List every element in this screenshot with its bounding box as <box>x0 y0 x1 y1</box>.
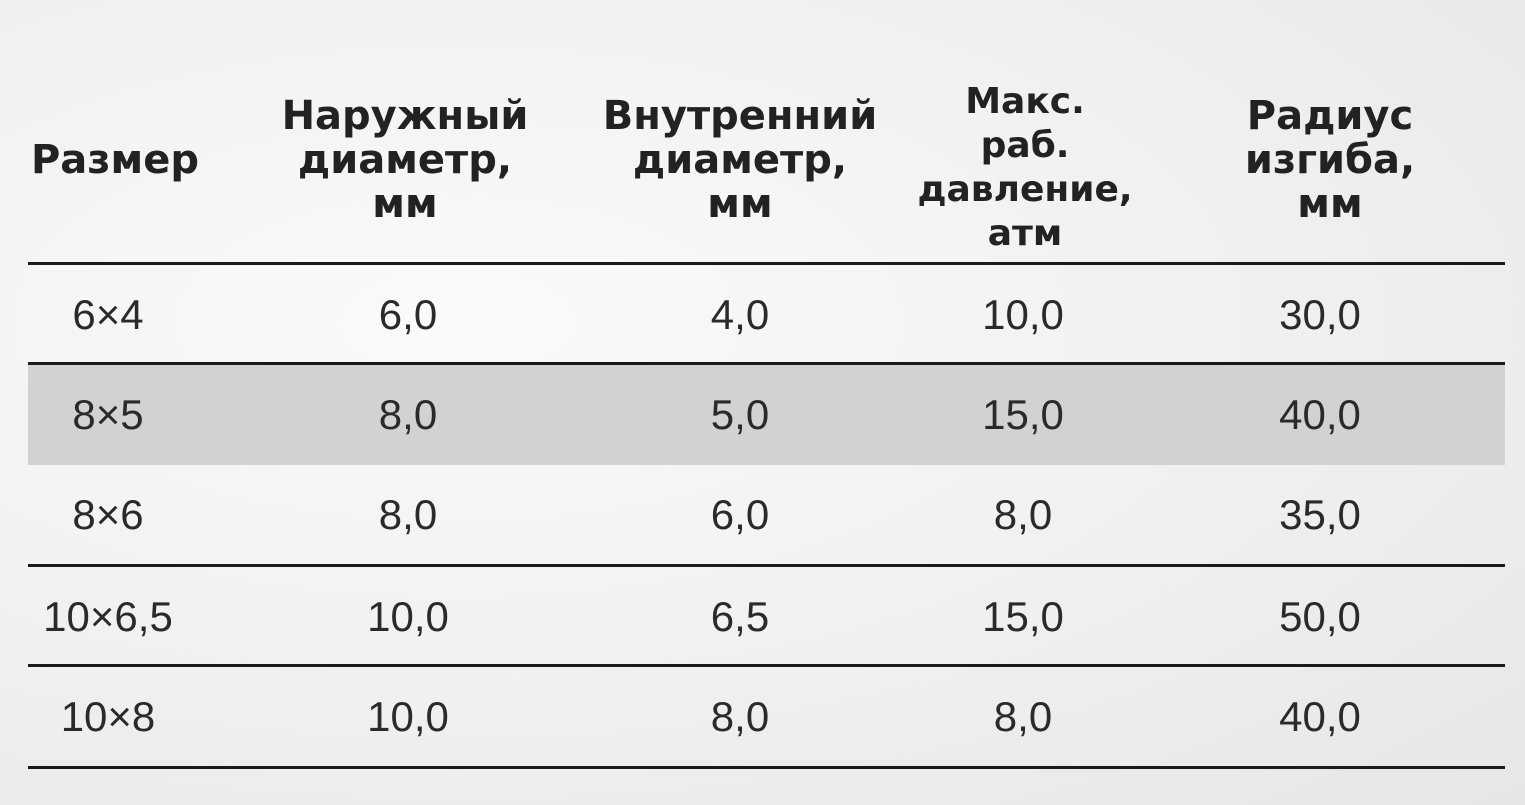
table-cell: 8,0 <box>710 693 770 740</box>
table-cell: 10,0 <box>367 693 449 740</box>
table-cell: 6,5 <box>710 593 770 640</box>
table-cell: 5,0 <box>710 391 770 438</box>
header-text: диаметр, <box>297 137 513 183</box>
table-row: 8×6 8,0 6,0 8,0 35,0 <box>28 465 1505 565</box>
table-row: 10×8 10,0 8,0 8,0 40,0 <box>28 667 1505 767</box>
row-divider <box>28 362 1505 365</box>
table-cell: 30,0 <box>1279 291 1361 338</box>
header-text: мм <box>707 181 773 227</box>
table-cell: 8,0 <box>993 693 1053 740</box>
row-divider <box>28 766 1505 769</box>
row-divider <box>28 564 1505 567</box>
header-text: Размер <box>30 137 199 183</box>
table-cell: 10×8 <box>60 693 156 740</box>
header-size: Размер <box>20 60 210 260</box>
header-text: Внутренний <box>602 93 878 139</box>
table-cell: 8,0 <box>993 491 1053 538</box>
table-cell: 10,0 <box>367 593 449 640</box>
header-outer-diameter: Наружный диаметр, мм <box>260 60 550 260</box>
table-cell: 15,0 <box>982 391 1064 438</box>
header-text: Макс. <box>965 81 1085 122</box>
table-cell: 35,0 <box>1279 491 1361 538</box>
header-text: мм <box>372 181 438 227</box>
table-cell: 10,0 <box>982 291 1064 338</box>
header-text: мм <box>1297 181 1363 227</box>
table-row: 6×4 6,0 4,0 10,0 30,0 <box>28 265 1505 365</box>
header-text: атм <box>987 213 1063 254</box>
header-text: изгиба, <box>1244 137 1416 183</box>
table-cell: 8×6 <box>72 491 144 538</box>
header-text: Радиус <box>1246 93 1414 139</box>
table-cell: 8,0 <box>378 391 438 438</box>
header-text: Наружный <box>281 93 529 139</box>
table-cell: 40,0 <box>1279 693 1361 740</box>
table-cell: 15,0 <box>982 593 1064 640</box>
table-cell: 6,0 <box>378 291 438 338</box>
header-bend-radius: Радиус изгиба, мм <box>1200 60 1460 260</box>
header-max-pressure: Макс. раб. давление, атм <box>900 68 1150 268</box>
table-cell: 50,0 <box>1279 593 1361 640</box>
row-divider <box>28 262 1505 265</box>
table-cell: 4,0 <box>710 291 770 338</box>
header-text: диаметр, <box>632 137 848 183</box>
table-row: 10×6,5 10,0 6,5 15,0 50,0 <box>28 567 1505 667</box>
header-inner-diameter: Внутренний диаметр, мм <box>580 60 900 260</box>
table-cell: 6×4 <box>72 291 144 338</box>
table-cell: 6,0 <box>710 491 770 538</box>
header-text: раб. <box>980 125 1070 166</box>
table-cell: 8,0 <box>378 491 438 538</box>
table-cell: 10×6,5 <box>43 593 173 640</box>
table-row: 8×5 8,0 5,0 15,0 40,0 <box>28 365 1505 465</box>
table-cell: 8×5 <box>72 391 144 438</box>
header-text: давление, <box>917 169 1133 210</box>
row-divider <box>28 664 1505 667</box>
table-cell: 40,0 <box>1279 391 1361 438</box>
